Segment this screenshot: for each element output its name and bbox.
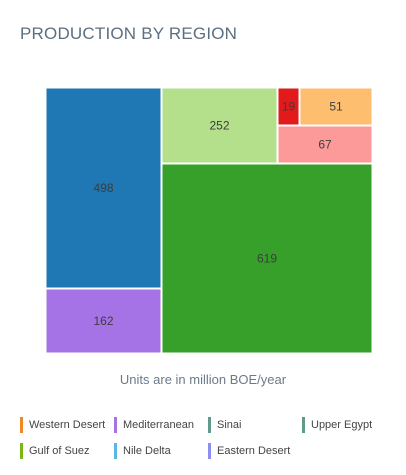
- legend-label: Sinai: [217, 419, 242, 431]
- legend: Western Desert Mediterranean Sinai Upper Eg…: [20, 417, 400, 459]
- legend-swatch: [20, 417, 23, 433]
- legend-item-sinai[interactable]: Sinai: [208, 417, 300, 433]
- tile-label-gulf-of-suez: 619: [257, 252, 277, 266]
- legend-label: Nile Delta: [123, 445, 171, 457]
- legend-swatch: [208, 417, 211, 433]
- legend-label: Eastern Desert: [217, 445, 291, 457]
- tile-label-nile-delta: 498: [93, 181, 113, 195]
- tile-label-sinai: 67: [318, 138, 332, 152]
- chart-title: PRODUCTION BY REGION: [20, 24, 238, 43]
- tile-western-desert[interactable]: [161, 87, 278, 164]
- legend-label: Gulf of Suez: [29, 445, 90, 457]
- legend-swatch: [208, 443, 211, 459]
- tile-sinai[interactable]: [277, 125, 373, 164]
- legend-swatch: [114, 443, 117, 459]
- tile-label-eastern-desert: 19: [282, 100, 296, 114]
- tile-label-mediterranean: 162: [93, 314, 113, 328]
- legend-item-eastern-desert[interactable]: Eastern Desert: [208, 443, 300, 459]
- tile-mediterranean[interactable]: [45, 288, 162, 354]
- legend-label: Western Desert: [29, 419, 106, 431]
- tile-nile-delta[interactable]: [45, 87, 162, 289]
- legend-item-upper-egypt[interactable]: Upper Egypt: [302, 417, 394, 433]
- tile-gulf-of-suez[interactable]: [161, 163, 373, 354]
- tile-upper-egypt[interactable]: [299, 87, 373, 126]
- legend-item-western-desert[interactable]: Western Desert: [20, 417, 112, 433]
- legend-swatch: [114, 417, 117, 433]
- legend-item-nile-delta[interactable]: Nile Delta: [114, 443, 206, 459]
- legend-swatch: [20, 443, 23, 459]
- tile-label-western-desert: 252: [209, 119, 229, 133]
- legend-label: Mediterranean: [123, 419, 194, 431]
- legend-label: Upper Egypt: [311, 419, 373, 431]
- legend-swatch: [302, 417, 305, 433]
- tile-eastern-desert[interactable]: [277, 87, 300, 126]
- units-note: Units are in million BOE/year: [119, 372, 287, 387]
- legend-item-mediterranean[interactable]: Mediterranean: [114, 417, 206, 433]
- tile-label-upper-egypt: 51: [329, 100, 343, 114]
- legend-item-gulf-of-suez[interactable]: Gulf of Suez: [20, 443, 112, 459]
